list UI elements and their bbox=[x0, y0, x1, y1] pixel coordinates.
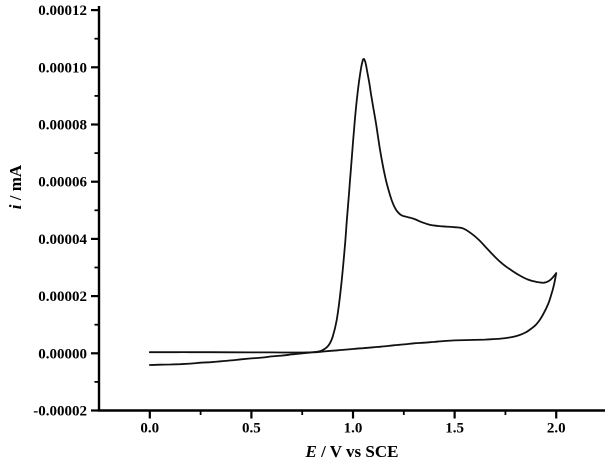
curve-layer bbox=[148, 58, 558, 366]
y-tick-label: 0.00008 bbox=[38, 118, 87, 134]
x-tick-label: 0.5 bbox=[242, 421, 261, 437]
cv-curve-anodic-forward-sweep bbox=[148, 58, 558, 354]
y-tick-label: -0.00002 bbox=[33, 404, 87, 420]
y-axis-unit: / mA bbox=[6, 164, 25, 204]
y-tick-label: 0.00012 bbox=[38, 3, 87, 19]
x-tick-label: 2.0 bbox=[547, 421, 566, 437]
y-tick-label: 0.00000 bbox=[38, 346, 87, 362]
x-axis-unit: / V vs SCE bbox=[317, 442, 399, 461]
axes-layer: -0.000020.000000.000020.000040.000060.00… bbox=[33, 3, 605, 437]
y-axis-title: i / mA bbox=[6, 164, 25, 209]
y-tick-label: 0.00006 bbox=[38, 175, 87, 191]
x-tick-label: 1.0 bbox=[344, 421, 363, 437]
x-tick-label: 1.5 bbox=[445, 421, 464, 437]
x-tick-label: 0.0 bbox=[140, 421, 159, 437]
y-axis-symbol: i bbox=[6, 204, 25, 209]
x-axis-title: E / V vs SCE bbox=[305, 442, 399, 461]
y-tick-label: 0.00010 bbox=[38, 60, 87, 76]
x-axis-symbol: E bbox=[305, 442, 317, 461]
cv-curve-cathodic-return-sweep bbox=[148, 272, 558, 366]
y-tick-label: 0.00004 bbox=[38, 232, 87, 248]
y-tick-label: 0.00002 bbox=[38, 289, 87, 305]
